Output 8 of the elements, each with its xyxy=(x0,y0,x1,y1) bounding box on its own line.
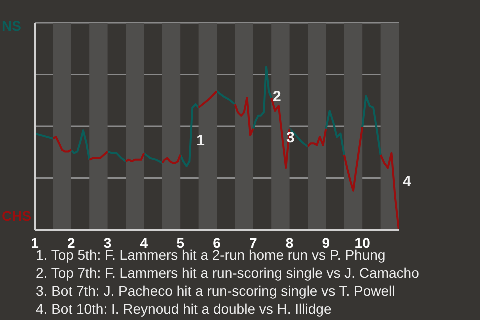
annotation: 2 xyxy=(273,88,282,106)
text: CHS xyxy=(2,208,32,224)
text: 2. Top 7th: F. Lammers hit a run-scoring single vs J. Camacho xyxy=(36,264,420,282)
annotation: 4 xyxy=(403,173,412,190)
text: 3. Bot 7th: J. Pacheco hit a run-scoring single vs T. Powell xyxy=(36,282,396,300)
text: 4. Bot 10th: I. Reynoud hit a double vs H. Illidge xyxy=(36,300,333,318)
annotation: 3 xyxy=(286,129,295,146)
annotation: 1 xyxy=(196,132,205,150)
